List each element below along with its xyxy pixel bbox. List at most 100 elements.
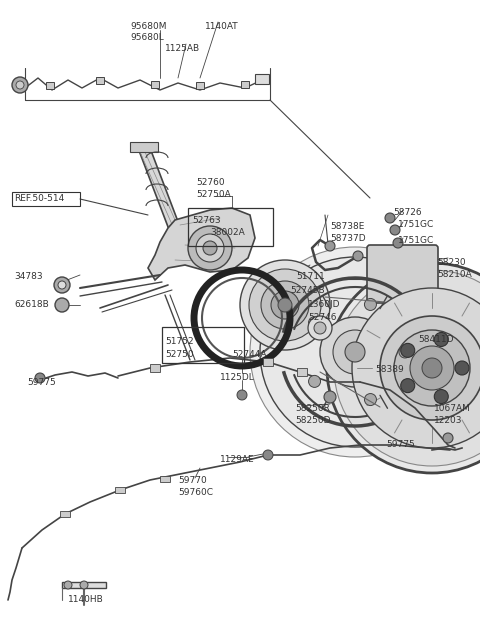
Text: 58737D: 58737D — [330, 234, 366, 243]
Text: 59770: 59770 — [178, 476, 207, 485]
Circle shape — [196, 234, 224, 262]
Text: 95680L: 95680L — [130, 33, 164, 42]
Text: 1125DL: 1125DL — [220, 373, 255, 382]
Circle shape — [443, 433, 453, 443]
Circle shape — [364, 394, 376, 406]
Bar — [46, 82, 54, 89]
Bar — [151, 81, 159, 88]
Circle shape — [394, 330, 470, 406]
Circle shape — [35, 373, 45, 383]
Circle shape — [237, 390, 247, 400]
Circle shape — [380, 316, 480, 420]
Circle shape — [320, 317, 390, 387]
Bar — [297, 368, 307, 376]
Circle shape — [263, 450, 273, 460]
Bar — [263, 358, 273, 366]
Text: 38002A: 38002A — [210, 228, 245, 237]
Text: 51711: 51711 — [296, 272, 325, 281]
Circle shape — [399, 346, 411, 358]
Circle shape — [16, 81, 24, 89]
Circle shape — [261, 281, 309, 329]
Circle shape — [314, 322, 326, 334]
Text: 34783: 34783 — [14, 272, 43, 281]
Circle shape — [364, 298, 376, 310]
Text: 52745B: 52745B — [290, 286, 324, 295]
Polygon shape — [138, 148, 185, 240]
Text: 58250D: 58250D — [295, 416, 331, 425]
Circle shape — [54, 277, 70, 293]
Bar — [12, 192, 80, 206]
Text: 58389: 58389 — [375, 365, 404, 374]
Text: 95680M: 95680M — [130, 22, 167, 31]
Text: 1140AT: 1140AT — [205, 22, 239, 31]
Circle shape — [325, 241, 335, 251]
Circle shape — [422, 358, 442, 378]
Circle shape — [434, 389, 448, 403]
Text: 52744A: 52744A — [232, 350, 266, 359]
Bar — [115, 487, 125, 493]
Circle shape — [410, 346, 454, 390]
Text: 1751GC: 1751GC — [398, 220, 434, 229]
Text: 58210A: 58210A — [437, 270, 472, 279]
Text: 52750: 52750 — [165, 350, 193, 359]
Circle shape — [434, 332, 448, 346]
Circle shape — [249, 269, 321, 341]
Circle shape — [58, 281, 66, 289]
Text: 59760C: 59760C — [178, 488, 213, 497]
Text: REF.50-514: REF.50-514 — [14, 194, 64, 203]
Circle shape — [334, 270, 480, 466]
Bar — [130, 142, 158, 152]
Bar — [196, 82, 204, 89]
Circle shape — [271, 291, 299, 319]
Circle shape — [240, 260, 330, 350]
FancyBboxPatch shape — [367, 245, 438, 303]
Circle shape — [345, 342, 365, 362]
Bar — [162, 327, 244, 363]
Bar — [160, 476, 170, 482]
Circle shape — [455, 361, 469, 375]
Text: 52750A: 52750A — [196, 190, 231, 199]
Bar — [150, 364, 160, 372]
Text: 1751GC: 1751GC — [398, 236, 434, 245]
Circle shape — [80, 581, 88, 589]
Circle shape — [55, 298, 69, 312]
Text: 62618B: 62618B — [14, 300, 49, 309]
Text: 58738E: 58738E — [330, 222, 364, 231]
Text: 52746: 52746 — [308, 313, 336, 322]
Text: 58250R: 58250R — [295, 404, 330, 413]
Circle shape — [260, 257, 450, 447]
Circle shape — [393, 238, 403, 248]
Circle shape — [324, 391, 336, 403]
Bar — [241, 81, 249, 88]
Text: 52763: 52763 — [192, 216, 221, 225]
Circle shape — [333, 330, 377, 374]
Bar — [188, 208, 273, 246]
Circle shape — [278, 298, 292, 312]
Circle shape — [309, 375, 321, 387]
Text: 1140HB: 1140HB — [68, 595, 104, 604]
Circle shape — [308, 316, 332, 340]
Circle shape — [250, 247, 460, 457]
Circle shape — [64, 581, 72, 589]
Text: 58230: 58230 — [437, 258, 466, 267]
Text: 59775: 59775 — [27, 378, 56, 387]
Bar — [255, 74, 269, 84]
Circle shape — [203, 241, 217, 255]
Circle shape — [188, 226, 232, 270]
Text: 58726: 58726 — [393, 208, 421, 217]
Text: 51752: 51752 — [165, 337, 193, 346]
Circle shape — [401, 343, 415, 358]
Circle shape — [327, 263, 480, 473]
Text: 59775: 59775 — [386, 440, 415, 449]
Text: 12203: 12203 — [434, 416, 463, 425]
Polygon shape — [148, 208, 255, 280]
Bar — [62, 582, 106, 588]
Text: 52760: 52760 — [196, 178, 225, 187]
Circle shape — [309, 316, 321, 329]
Text: 58411D: 58411D — [418, 335, 454, 344]
Text: 1067AM: 1067AM — [434, 404, 471, 413]
Circle shape — [390, 225, 400, 235]
Circle shape — [352, 288, 480, 448]
Circle shape — [12, 77, 28, 93]
Bar — [60, 511, 70, 517]
